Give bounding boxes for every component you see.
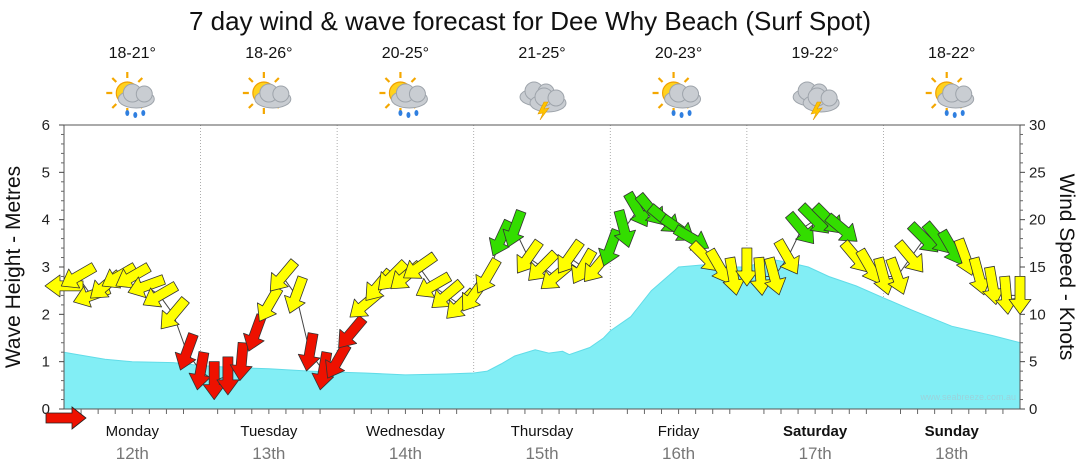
wind-arrow xyxy=(415,271,453,298)
wind-arrow xyxy=(502,209,527,248)
right-tick-label: 30 xyxy=(1029,117,1046,134)
day-date-label: 14th xyxy=(389,444,422,463)
day-name-label: Tuesday xyxy=(240,423,297,440)
day-name-label: Saturday xyxy=(783,423,848,440)
day-date-label: 16th xyxy=(662,444,695,463)
right-tick-label: 0 xyxy=(1029,401,1037,418)
left-tick-label: 3 xyxy=(42,259,50,276)
wind-legend-arrow xyxy=(45,406,87,430)
wind-arrow xyxy=(229,341,253,382)
wind-arrow xyxy=(174,332,199,371)
wind-arrow xyxy=(968,256,992,296)
wind-arrow xyxy=(528,249,560,281)
day-temperature: 21-25° xyxy=(518,45,565,62)
storm-icon xyxy=(519,81,567,120)
day-date-label: 13th xyxy=(252,444,285,463)
wind-arrow xyxy=(885,256,910,295)
left-tick-label: 5 xyxy=(42,164,50,181)
sun-cloud-rain-icon xyxy=(651,70,702,118)
day-name-label: Sunday xyxy=(925,423,980,440)
wind-arrow xyxy=(785,210,815,245)
day-date-label: 17th xyxy=(799,444,832,463)
wind-arrow xyxy=(475,257,502,294)
right-y-axis: 0 5 10 15 20 25 30 xyxy=(1020,117,1046,418)
right-axis-label: Wind Speed - Knots xyxy=(1055,174,1078,361)
day-temperature: 18-22° xyxy=(928,45,975,62)
wind-arrow xyxy=(722,256,746,296)
wind-arrow xyxy=(297,332,321,372)
right-tick-label: 25 xyxy=(1029,164,1046,181)
storm-icon xyxy=(792,81,840,120)
left-tick-label: 1 xyxy=(42,354,50,371)
left-tick-label: 0 xyxy=(42,401,50,418)
right-tick-label: 15 xyxy=(1029,259,1046,276)
sun-cloud-rain-icon xyxy=(105,70,155,118)
left-axis-label: Wave Height - Metres xyxy=(2,166,25,368)
wind-arrow xyxy=(243,313,267,352)
wind-arrow xyxy=(142,281,179,308)
wind-arrow xyxy=(431,278,465,309)
wind-arrow xyxy=(1008,275,1032,315)
wind-arrow xyxy=(127,274,166,299)
wind-arrow xyxy=(735,247,759,287)
left-tick-label: 4 xyxy=(42,212,50,229)
left-tick-label: 2 xyxy=(42,306,50,323)
sun-cloud-rain-icon xyxy=(924,70,975,118)
sun-cloud-icon xyxy=(241,70,292,116)
day-name-label: Friday xyxy=(658,423,700,440)
wind-arrow xyxy=(995,275,1019,315)
wind-arrow xyxy=(284,275,308,314)
day-temperature: 18-21° xyxy=(109,45,156,62)
wind-arrow xyxy=(613,209,636,248)
wind-arrow xyxy=(188,351,212,391)
sun-cloud-rain-icon xyxy=(378,70,428,118)
day-date-label: 15th xyxy=(525,444,558,463)
wind-arrow xyxy=(749,256,773,296)
day-name-label: Monday xyxy=(106,423,160,440)
day-date-label: 12th xyxy=(116,444,149,463)
wind-arrow xyxy=(488,218,514,257)
day-name-label: Wednesday xyxy=(366,423,445,440)
day-date-label: 18th xyxy=(935,444,968,463)
wind-arrow xyxy=(160,296,190,330)
day-temperature: 19-22° xyxy=(791,45,838,62)
wind-arrows xyxy=(44,190,1032,401)
wind-arrow xyxy=(598,228,622,267)
wind-arrow xyxy=(982,265,1005,306)
day-temperature: 20-25° xyxy=(382,45,429,62)
wind-arrow xyxy=(216,356,240,396)
wind-arrow xyxy=(338,315,368,349)
wind-arrow xyxy=(773,238,800,275)
wind-arrow xyxy=(764,256,787,296)
day-temperature: 20-23° xyxy=(655,45,702,62)
chart-title: 7 day wind & wave forecast for Dee Why B… xyxy=(189,6,871,36)
right-tick-label: 10 xyxy=(1029,306,1046,323)
wind-arrow xyxy=(60,262,98,289)
wind-arrow xyxy=(269,258,299,292)
x-axis: Monday 12th Tuesday 13th Wednesday 14th Thursd… xyxy=(45,406,1004,463)
weather-icons: 18-21° 18-26° 20-25° 21-25° 20-23° 19-22° 18-2… xyxy=(105,45,975,120)
wind-arrow xyxy=(557,238,585,274)
day-name-label: Thursday xyxy=(511,423,574,440)
left-y-axis: 0 1 2 3 4 5 6 xyxy=(42,117,64,418)
wind-arrow xyxy=(403,251,438,279)
wind-arrow xyxy=(115,262,152,289)
wind-arrow xyxy=(894,239,924,273)
right-tick-label: 20 xyxy=(1029,212,1046,229)
watermark: www.seabreeze.com.au xyxy=(919,392,1016,402)
left-tick-label: 6 xyxy=(42,117,50,134)
day-temperature: 18-26° xyxy=(245,45,292,62)
right-tick-label: 5 xyxy=(1029,354,1037,371)
